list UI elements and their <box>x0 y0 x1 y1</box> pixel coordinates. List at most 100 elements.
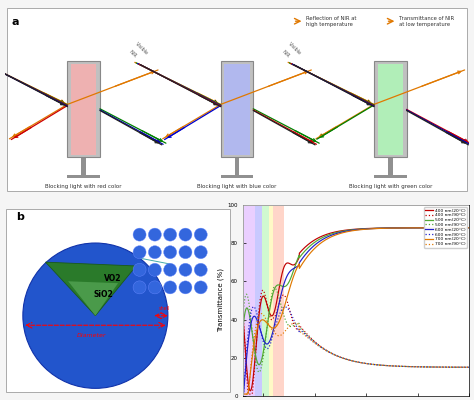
Text: Blocking light with red color: Blocking light with red color <box>46 184 122 190</box>
Text: NIR: NIR <box>128 49 137 58</box>
500 nm(90°C) <box>378 363 383 368</box>
700 nm(90°C) <box>240 392 246 396</box>
500 nm(20°C) <box>372 226 377 231</box>
Polygon shape <box>68 281 118 316</box>
500 nm(90°C) <box>412 364 418 369</box>
Bar <box>82 155 86 178</box>
Circle shape <box>164 281 177 294</box>
Line: 600 nm(20°C): 600 nm(20°C) <box>243 228 469 394</box>
400 nm(20°C) <box>378 226 383 230</box>
Text: b: b <box>16 212 24 222</box>
400 nm(90°C) <box>240 302 246 307</box>
700 nm(20°C) <box>372 226 377 231</box>
Bar <box>221 174 253 178</box>
Circle shape <box>194 228 207 241</box>
500 nm(90°C) <box>256 370 262 374</box>
600 nm(90°C) <box>251 304 256 309</box>
700 nm(20°C) <box>377 226 383 231</box>
Text: VO2: VO2 <box>104 274 122 283</box>
Y-axis label: Transmittance (%): Transmittance (%) <box>218 268 225 332</box>
Bar <box>67 61 100 157</box>
600 nm(20°C) <box>435 225 441 230</box>
Bar <box>374 174 407 178</box>
Line: 400 nm(90°C): 400 nm(90°C) <box>243 290 469 394</box>
700 nm(90°C) <box>435 365 441 370</box>
400 nm(20°C) <box>384 226 390 230</box>
600 nm(90°C) <box>466 365 472 370</box>
Circle shape <box>194 263 207 276</box>
500 nm(90°C) <box>254 364 259 368</box>
Circle shape <box>179 228 192 241</box>
400 nm(90°C) <box>466 365 472 370</box>
Circle shape <box>179 263 192 276</box>
Bar <box>273 205 284 396</box>
Circle shape <box>133 281 146 294</box>
Circle shape <box>194 246 207 259</box>
Circle shape <box>148 281 161 294</box>
Circle shape <box>164 246 177 259</box>
400 nm(20°C) <box>466 225 472 230</box>
400 nm(20°C) <box>372 226 377 231</box>
400 nm(90°C) <box>260 288 265 293</box>
500 nm(90°C) <box>385 363 391 368</box>
700 nm(20°C) <box>435 225 441 230</box>
700 nm(90°C) <box>258 311 264 316</box>
700 nm(20°C) <box>254 329 259 334</box>
400 nm(20°C) <box>247 388 253 393</box>
400 nm(90°C) <box>372 362 378 367</box>
400 nm(20°C) <box>240 311 246 316</box>
Bar <box>235 155 239 178</box>
700 nm(90°C) <box>378 363 383 368</box>
600 nm(20°C) <box>254 316 259 321</box>
Circle shape <box>148 263 161 276</box>
500 nm(20°C) <box>384 226 390 230</box>
Text: shell: shell <box>159 306 170 311</box>
Circle shape <box>148 246 161 259</box>
Line: 500 nm(90°C): 500 nm(90°C) <box>243 288 469 372</box>
Circle shape <box>133 246 146 259</box>
Bar <box>269 205 273 396</box>
Text: a: a <box>12 17 19 27</box>
Text: Visible: Visible <box>134 42 149 56</box>
600 nm(90°C) <box>435 365 441 370</box>
700 nm(20°C) <box>240 392 246 396</box>
500 nm(20°C) <box>254 357 259 362</box>
500 nm(20°C) <box>378 226 383 230</box>
Line: 700 nm(20°C): 700 nm(20°C) <box>243 228 469 394</box>
Ellipse shape <box>23 243 168 388</box>
600 nm(90°C) <box>240 392 246 396</box>
Circle shape <box>133 263 146 276</box>
Bar <box>67 174 100 178</box>
400 nm(20°C) <box>254 335 260 340</box>
400 nm(20°C) <box>412 225 418 230</box>
Text: Blocking light with blue color: Blocking light with blue color <box>197 184 277 190</box>
Line: 500 nm(20°C): 500 nm(20°C) <box>243 228 469 365</box>
700 nm(90°C) <box>384 363 390 368</box>
Circle shape <box>194 281 207 294</box>
Bar <box>225 64 249 155</box>
700 nm(90°C) <box>372 362 377 367</box>
500 nm(90°C) <box>466 365 472 370</box>
400 nm(20°C) <box>435 225 441 230</box>
500 nm(90°C) <box>271 285 277 290</box>
700 nm(20°C) <box>412 226 418 230</box>
400 nm(90°C) <box>436 365 441 370</box>
600 nm(20°C) <box>384 226 390 230</box>
700 nm(20°C) <box>384 226 390 231</box>
400 nm(90°C) <box>378 363 383 368</box>
700 nm(90°C) <box>254 321 259 326</box>
600 nm(20°C) <box>412 226 418 230</box>
Bar <box>378 64 403 155</box>
700 nm(90°C) <box>412 364 418 369</box>
500 nm(20°C) <box>240 330 246 334</box>
Text: c: c <box>456 210 463 220</box>
600 nm(90°C) <box>384 363 390 368</box>
Line: 600 nm(90°C): 600 nm(90°C) <box>243 307 469 394</box>
Text: Visible: Visible <box>288 42 302 56</box>
Bar <box>221 61 253 157</box>
600 nm(20°C) <box>372 226 377 231</box>
500 nm(20°C) <box>412 225 418 230</box>
600 nm(90°C) <box>378 363 383 368</box>
600 nm(20°C) <box>377 226 383 231</box>
Legend: 400 nm(20°C), 400 nm(90°C), 500 nm(20°C), 500 nm(90°C), 600 nm(20°C), 600 nm(90°: 400 nm(20°C), 400 nm(90°C), 500 nm(20°C)… <box>424 207 467 248</box>
